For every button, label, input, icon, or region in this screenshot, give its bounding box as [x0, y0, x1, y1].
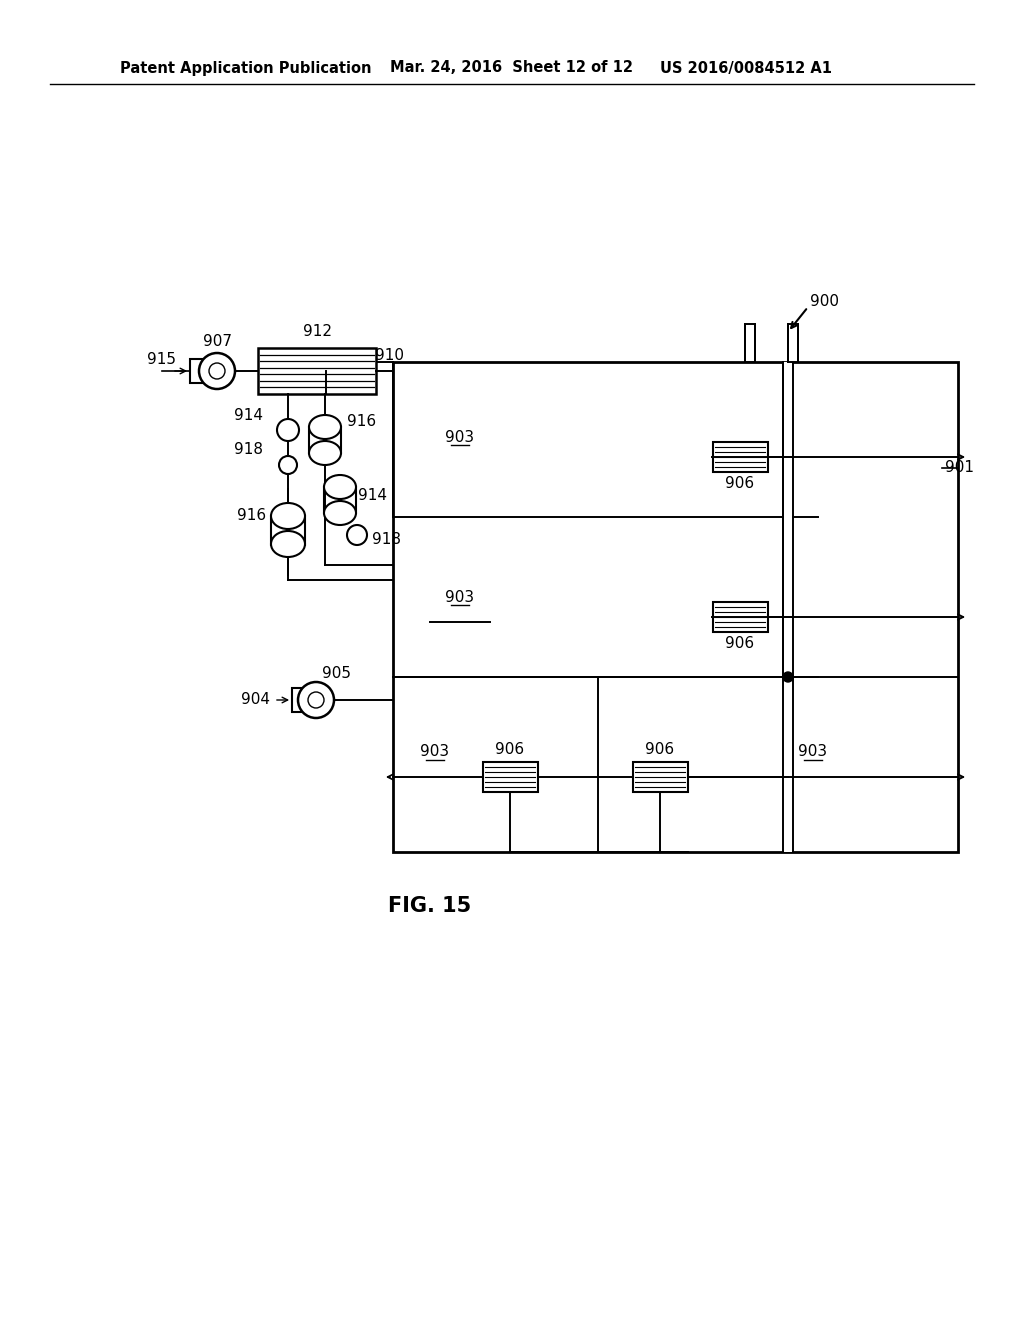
- Text: 900: 900: [810, 294, 839, 309]
- Text: 916: 916: [237, 507, 266, 523]
- Ellipse shape: [309, 414, 341, 440]
- Text: 901: 901: [945, 461, 974, 475]
- Text: 903: 903: [421, 744, 450, 759]
- Circle shape: [278, 418, 299, 441]
- Text: Patent Application Publication: Patent Application Publication: [120, 61, 372, 75]
- Bar: [633, 762, 688, 792]
- Bar: [309, 426, 341, 453]
- Text: 903: 903: [445, 590, 474, 605]
- Ellipse shape: [324, 475, 356, 499]
- Bar: [483, 762, 538, 792]
- Text: 914: 914: [234, 408, 263, 422]
- Text: 914: 914: [358, 487, 387, 503]
- Text: US 2016/0084512 A1: US 2016/0084512 A1: [660, 61, 831, 75]
- Bar: [790, 323, 797, 362]
- Text: 918: 918: [372, 532, 401, 548]
- Circle shape: [279, 455, 297, 474]
- Text: 903: 903: [799, 744, 827, 759]
- Bar: [713, 602, 768, 632]
- Text: 904: 904: [241, 693, 270, 708]
- Text: 912: 912: [302, 325, 332, 339]
- Circle shape: [783, 672, 793, 682]
- Text: 907: 907: [203, 334, 231, 348]
- Circle shape: [347, 525, 367, 545]
- Text: FIG. 15: FIG. 15: [388, 896, 472, 916]
- Text: 905: 905: [322, 667, 351, 681]
- Bar: [258, 348, 376, 393]
- Bar: [788, 323, 798, 362]
- Bar: [271, 516, 305, 545]
- Text: 910: 910: [376, 348, 404, 363]
- Text: 918: 918: [234, 442, 263, 458]
- Ellipse shape: [271, 503, 305, 529]
- Text: 906: 906: [725, 475, 755, 491]
- Text: 906: 906: [496, 742, 524, 756]
- Text: 906: 906: [645, 742, 675, 756]
- Text: 916: 916: [347, 414, 376, 429]
- Bar: [190, 359, 208, 383]
- Ellipse shape: [309, 441, 341, 465]
- Circle shape: [308, 692, 324, 708]
- Bar: [324, 487, 356, 513]
- Text: 906: 906: [725, 635, 755, 651]
- Text: 915: 915: [147, 351, 176, 367]
- Bar: [713, 442, 768, 473]
- Ellipse shape: [324, 502, 356, 525]
- Bar: [393, 362, 958, 851]
- Circle shape: [209, 363, 225, 379]
- Bar: [746, 323, 754, 362]
- Bar: [784, 362, 792, 851]
- Text: 903: 903: [445, 429, 474, 445]
- Circle shape: [199, 352, 234, 389]
- Text: Mar. 24, 2016  Sheet 12 of 12: Mar. 24, 2016 Sheet 12 of 12: [390, 61, 633, 75]
- Ellipse shape: [271, 531, 305, 557]
- Circle shape: [298, 682, 334, 718]
- Bar: [292, 688, 308, 711]
- Bar: [745, 323, 755, 362]
